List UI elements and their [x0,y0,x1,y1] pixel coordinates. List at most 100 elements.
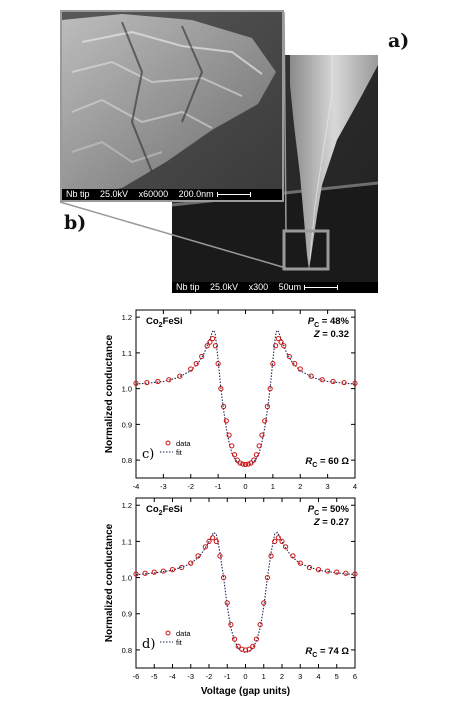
x-tick-label: 2 [280,672,284,681]
data-point [234,457,240,463]
panel-label-b: b) [64,212,87,234]
x-tick-label: 3 [298,672,302,681]
y-tick-label: 0.8 [122,456,132,465]
data-point [231,636,238,642]
y-tick-label: 1.0 [122,385,132,394]
data-point [218,386,224,392]
sem-inset-graphic [62,12,282,200]
data-point [275,335,281,342]
data-point [341,379,347,386]
data-point [279,538,285,545]
panel-label-d: d) [142,637,155,652]
data-point [259,432,265,438]
legend-fit-label: fit [176,448,183,457]
material-label: Co2FeSi [146,316,183,329]
data-point [281,343,287,349]
data-point [251,457,257,463]
data-point [253,636,260,642]
data-point [221,574,227,581]
y-tick-label: 0.9 [122,420,132,429]
legend-data-marker [165,440,171,446]
data-point [273,343,279,349]
x-tick-label: 1 [271,482,275,491]
legend-fit-label: fit [176,638,183,647]
data-point [257,621,263,628]
material-label: Co2FeSi [146,504,183,517]
data-point [240,461,246,467]
data-point [308,373,314,379]
data-point [283,544,289,550]
data-point [264,574,270,581]
data-point [224,600,230,606]
data-point [231,452,238,458]
y-tick-label: 1.2 [122,501,132,510]
data-point [319,377,325,383]
x-tick-label: 4 [353,482,357,491]
x-tick-label: 4 [316,672,320,681]
x-tick-label: 0 [243,672,247,681]
panel-label-c: c) [142,447,154,462]
fit-series-line [135,531,356,653]
data-point [250,643,256,649]
x-tick-label: -1 [215,482,222,491]
data-point [199,353,205,360]
data-point [352,571,358,577]
data-point [133,571,139,577]
y-tick-label: 1.1 [122,537,132,546]
data-point [262,418,268,424]
sem-main-scale: 50um [278,282,302,292]
data-point [343,570,349,576]
y-tick-label: 1.0 [122,574,132,583]
sem-inset-info-bar: Nb tip 25.0kV x60000 200.0nm [62,189,282,200]
data-point [352,380,358,386]
data-point [206,538,212,545]
data-point [195,553,201,559]
data-point [210,535,216,541]
data-point [207,339,213,345]
panel-label-a: a) [388,30,410,52]
annotation-z: Z = 0.27 [313,517,349,528]
data-point [272,538,278,545]
data-point [188,560,194,566]
data-point [235,643,241,649]
data-point [215,361,221,367]
data-point [292,361,298,367]
y-tick-label: 1.2 [122,313,132,322]
annotation-pc: PC = 50% [308,504,350,517]
data-point [160,568,166,574]
data-point [142,570,148,576]
data-point [155,378,161,385]
data-point [177,373,183,379]
annotation-rc: RC = 60 Ω [305,456,349,469]
data-point [221,403,227,410]
data-point [179,564,185,571]
x-tick-label: -4 [133,482,140,491]
y-tick-label: 1.1 [122,349,132,358]
data-point [246,646,252,652]
plot-frame [135,497,356,669]
x-tick-label: 6 [353,672,357,681]
data-point [237,460,243,466]
sem-inset-scalebar [216,192,251,198]
legend-data-label: data [176,629,191,638]
data-point [261,600,267,606]
annotation-pc: PC = 48% [308,316,350,329]
data-point [330,378,336,385]
data-point [245,461,251,467]
sem-main-sample: Nb tip [176,282,200,292]
x-tick-label: 2 [298,482,302,491]
data-point [242,461,249,468]
data-point [306,564,312,571]
conductance-chart-c: 0.8 0.9 1.0 1.1 1.2 -4 -3 -2 -1 0 1 2 3 4 Normalized c… [104,309,358,491]
data-point [248,460,254,466]
data-point [133,380,139,386]
x-tick-label: -1 [224,672,231,681]
data-point [290,553,296,559]
data-point [267,386,273,392]
sem-inset-voltage: 25.0kV [100,189,129,199]
x-tick-label: -2 [187,482,194,491]
data-point [166,377,172,383]
legend-data-label: data [176,439,191,448]
x-tick-label: 3 [326,482,330,491]
data-point [144,379,150,386]
